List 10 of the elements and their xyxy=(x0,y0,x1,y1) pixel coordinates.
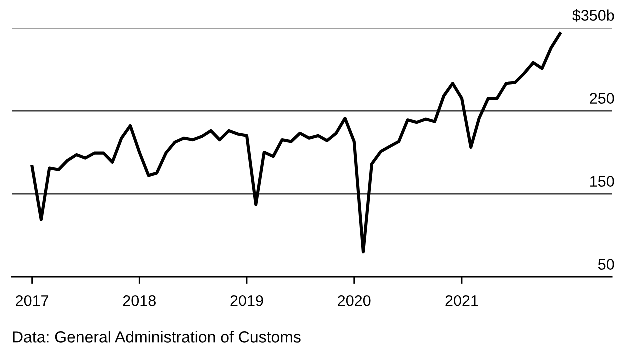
x-tick-label: 2020 xyxy=(338,295,371,306)
y-tick-label: 250 xyxy=(590,93,614,104)
x-tick-label: 2021 xyxy=(446,295,478,306)
y-tick-label: 150 xyxy=(590,176,614,187)
text: Data: General Administration of Customs xyxy=(13,331,301,343)
y-tick-label: 50 xyxy=(598,259,614,270)
x-tick-label: 2018 xyxy=(123,295,156,306)
x-tick-label: 2017 xyxy=(16,295,49,306)
y-tick-label: $350b xyxy=(572,10,614,22)
x-tick-label: 2019 xyxy=(230,295,264,306)
